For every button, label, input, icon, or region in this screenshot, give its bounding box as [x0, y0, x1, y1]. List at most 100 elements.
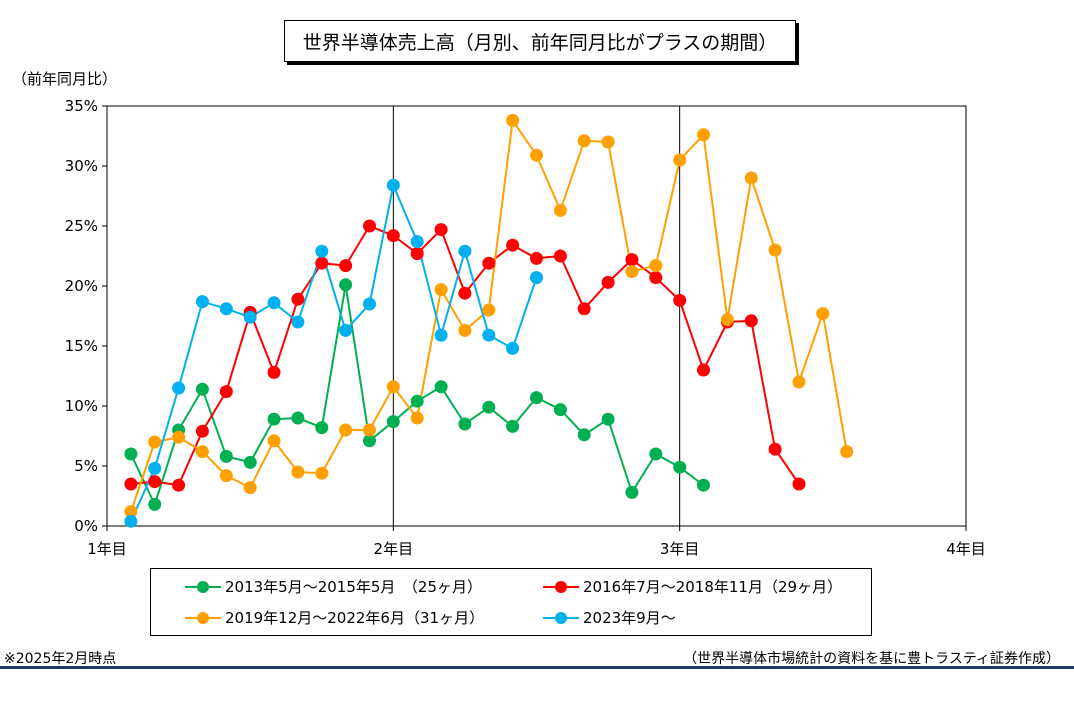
data-point-series3-12 — [386, 380, 400, 394]
data-point-series4-15 — [458, 244, 472, 258]
legend-item-series3: 2019年12月～2022年6月（31ヶ月） — [185, 607, 484, 628]
data-point-series3-6 — [243, 481, 257, 495]
data-point-series1-10 — [339, 278, 353, 292]
data-point-series3-14 — [434, 283, 448, 297]
data-point-series4-5 — [219, 302, 233, 316]
data-point-series1-9 — [315, 421, 329, 435]
data-point-series3-8 — [291, 465, 305, 479]
data-point-series2-13 — [410, 247, 424, 261]
y-tick-label: 25% — [65, 217, 98, 235]
data-point-series3-2 — [148, 435, 162, 449]
data-point-series2-2 — [148, 475, 162, 489]
legend-line-icon — [543, 611, 579, 625]
data-point-series4-9 — [315, 244, 329, 258]
y-tick-label: 35% — [65, 97, 98, 115]
data-point-series2-15 — [458, 286, 472, 300]
data-point-series2-29 — [792, 477, 806, 491]
data-point-series2-14 — [434, 223, 448, 237]
data-point-series2-10 — [339, 259, 353, 273]
data-point-series4-8 — [291, 315, 305, 329]
data-point-series1-8 — [291, 411, 305, 425]
data-point-series2-18 — [530, 251, 543, 265]
x-tick-label: 2年目 — [374, 540, 414, 558]
x-tick-label: 3年目 — [660, 540, 700, 558]
data-point-series1-6 — [243, 455, 257, 469]
bottom-divider — [0, 666, 1074, 669]
legend-line-icon — [185, 580, 221, 594]
data-point-series2-8 — [291, 292, 305, 306]
data-point-series3-26 — [720, 313, 734, 327]
data-point-series1-25 — [697, 478, 710, 492]
data-point-series3-1 — [124, 505, 138, 519]
data-point-series1-16 — [482, 400, 496, 414]
data-point-series1-15 — [458, 417, 472, 431]
y-tick-label: 10% — [65, 397, 98, 415]
series-line-4 — [129, 181, 538, 522]
data-point-series4-2 — [148, 461, 162, 475]
data-point-series3-18 — [530, 148, 543, 162]
y-tick-label: 30% — [65, 157, 98, 175]
data-point-series1-13 — [410, 394, 424, 408]
data-point-series3-9 — [315, 466, 329, 480]
data-point-series2-25 — [697, 363, 710, 377]
legend-item-series1: 2013年5月～2015年5月 （25ヶ月） — [185, 576, 482, 597]
legend-label: 2023年9月～ — [583, 609, 676, 627]
plot-frame — [106, 105, 967, 527]
data-point-series1-19 — [553, 403, 567, 417]
data-point-series2-27 — [744, 314, 758, 328]
y-tick-label: 15% — [65, 337, 98, 355]
x-tick-labels: 1年目 2年目 3年目 4年目 — [87, 526, 986, 558]
plot-area — [106, 105, 967, 527]
legend-label: 2013年5月～2015年5月 （25ヶ月） — [225, 578, 483, 596]
data-point-series2-22 — [625, 253, 639, 267]
data-point-series3-5 — [219, 469, 233, 483]
data-point-series1-14 — [434, 380, 448, 394]
data-point-series4-6 — [243, 310, 257, 324]
data-point-series4-1 — [124, 514, 138, 528]
x-tick-label: 4年目 — [946, 540, 986, 558]
data-point-series1-2 — [148, 497, 162, 511]
legend-item-series2: 2016年7月～2018年11月（29ヶ月） — [543, 576, 842, 597]
y-tick-labels: 0% 5% 10% 15% 20% 25% 30% 35% — [65, 97, 107, 535]
data-point-series2-16 — [482, 256, 496, 270]
y-tick-label: 0% — [74, 517, 98, 535]
data-point-series1-21 — [601, 412, 615, 426]
data-point-series3-19 — [553, 203, 567, 217]
legend-label: 2016年7月～2018年11月（29ヶ月） — [583, 578, 843, 596]
data-point-series3-16 — [482, 303, 496, 317]
data-point-series4-7 — [267, 296, 281, 310]
data-point-series2-24 — [673, 293, 687, 307]
series-points — [124, 113, 854, 528]
footnote-date: ※2025年2月時点 — [4, 651, 117, 667]
data-point-series4-17 — [506, 341, 520, 355]
legend-label: 2019年12月～2022年6月（31ヶ月） — [225, 609, 485, 627]
data-point-series3-4 — [195, 445, 209, 459]
data-point-series1-4 — [195, 382, 209, 396]
data-point-series4-14 — [434, 328, 448, 342]
y-axis-label: （前年同月比） — [12, 70, 118, 88]
data-point-series4-12 — [386, 178, 400, 192]
data-point-series3-23 — [649, 259, 663, 273]
data-point-series3-29 — [792, 375, 806, 389]
chart-title: 世界半導体売上高（月別、前年同月比がプラスの期間） — [284, 20, 796, 62]
legend: 2013年5月～2015年5月 （25ヶ月） 2016年7月～2018年11月（… — [150, 568, 872, 636]
y-tick-label: 5% — [74, 457, 98, 475]
data-point-series3-21 — [601, 135, 615, 149]
data-point-series2-5 — [219, 385, 233, 399]
data-point-series3-11 — [363, 423, 376, 437]
data-point-series2-12 — [386, 229, 400, 243]
legend-line-icon — [543, 580, 579, 594]
data-point-series2-21 — [601, 275, 615, 289]
y-tick-label: 20% — [65, 277, 98, 295]
data-point-series3-25 — [697, 128, 710, 142]
data-point-series1-18 — [530, 391, 543, 405]
data-point-series4-3 — [172, 381, 186, 395]
data-point-series4-18 — [530, 271, 543, 285]
legend-item-series4: 2023年9月～ — [543, 607, 676, 628]
data-point-series2-11 — [363, 219, 376, 233]
data-point-series2-17 — [506, 238, 520, 252]
data-point-series1-11 — [363, 434, 376, 448]
data-point-series1-7 — [267, 412, 281, 426]
legend-line-icon — [185, 611, 221, 625]
